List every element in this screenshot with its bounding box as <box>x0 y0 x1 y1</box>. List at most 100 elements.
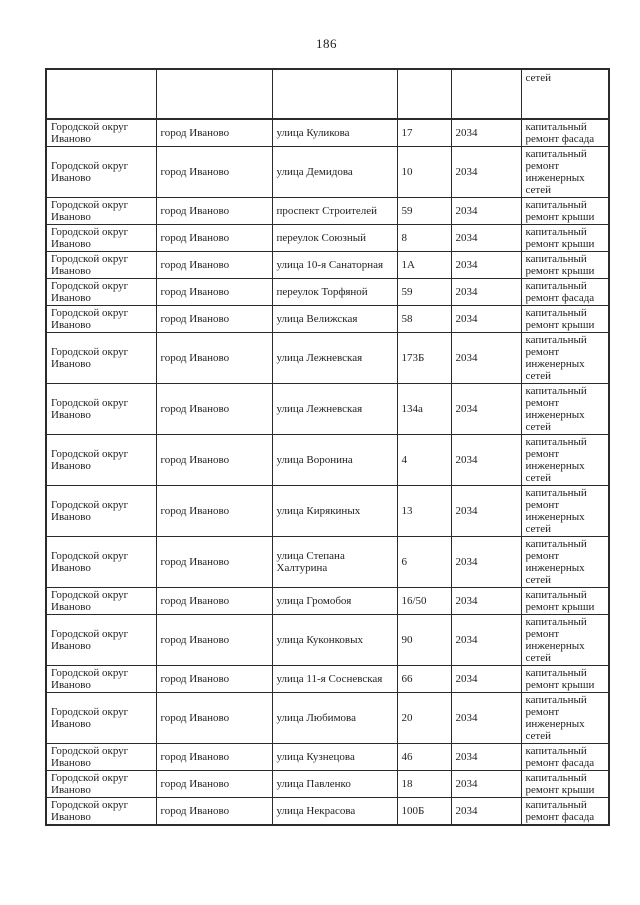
cell-work-type: капитальный ремонт инженерных сетей <box>520 434 610 486</box>
cell-street: улица Громобоя <box>271 587 398 615</box>
cell-year: 2034 <box>450 665 522 693</box>
cell-settlement: город Иваново <box>155 383 273 435</box>
table-row: Городской округ Иваново город Иваново ул… <box>45 692 610 744</box>
table-row: Городской округ Иваново город Иваново ул… <box>45 146 610 198</box>
cell-house-number: 13 <box>396 485 452 537</box>
cell-settlement: город Иваново <box>155 587 273 615</box>
cell-work-type: сетей <box>520 68 610 120</box>
table-row: Городской округ Иваново город Иваново пе… <box>45 278 610 306</box>
cell-year: 2034 <box>450 332 522 384</box>
cell-work-type: капитальный ремонт инженерных сетей <box>520 536 610 588</box>
cell-municipality: Городской округ Иваново <box>45 383 157 435</box>
cell-house-number: 18 <box>396 770 452 798</box>
cell-house-number: 100Б <box>396 797 452 826</box>
cell-work-type: капитальный ремонт крыши <box>520 224 610 252</box>
cell-work-type: капитальный ремонт инженерных сетей <box>520 692 610 744</box>
cell-settlement: город Иваново <box>155 146 273 198</box>
cell-house-number: 8 <box>396 224 452 252</box>
cell-year: 2034 <box>450 383 522 435</box>
cell-municipality: Городской округ Иваново <box>45 692 157 744</box>
cell-work-type: капитальный ремонт фасада <box>520 743 610 771</box>
table-row: Городской округ Иваново город Иваново ул… <box>45 797 610 826</box>
cell-house-number: 17 <box>396 118 452 147</box>
cell-street: улица Степана Халтурина <box>271 536 398 588</box>
cell-settlement: город Иваново <box>155 278 273 306</box>
cell-work-type: капитальный ремонт инженерных сетей <box>520 332 610 384</box>
cell-year: 2034 <box>450 224 522 252</box>
cell-year: 2034 <box>450 614 522 666</box>
cell-house-number: 59 <box>396 197 452 225</box>
cell-work-type: капитальный ремонт крыши <box>520 587 610 615</box>
cell-settlement: город Иваново <box>155 614 273 666</box>
cell-work-type: капитальный ремонт инженерных сетей <box>520 146 610 198</box>
cell-year: 2034 <box>450 770 522 798</box>
cell-settlement <box>155 68 273 120</box>
cell-street: улица Любимова <box>271 692 398 744</box>
cell-municipality: Городской округ Иваново <box>45 665 157 693</box>
cell-house-number: 4 <box>396 434 452 486</box>
cell-street: улица 11-я Сосневская <box>271 665 398 693</box>
cell-municipality: Городской округ Иваново <box>45 536 157 588</box>
cell-house-number: 90 <box>396 614 452 666</box>
cell-street: улица Велижская <box>271 305 398 333</box>
cell-municipality: Городской округ Иваново <box>45 118 157 147</box>
cell-settlement: город Иваново <box>155 692 273 744</box>
table-row: Городской округ Иваново город Иваново ул… <box>45 614 610 666</box>
table-row: Городской округ Иваново город Иваново ул… <box>45 383 610 435</box>
cell-municipality: Городской округ Иваново <box>45 743 157 771</box>
cell-house-number: 20 <box>396 692 452 744</box>
cell-house-number: 46 <box>396 743 452 771</box>
cell-municipality: Городской округ Иваново <box>45 197 157 225</box>
cell-settlement: город Иваново <box>155 770 273 798</box>
cell-settlement: город Иваново <box>155 118 273 147</box>
cell-house-number: 59 <box>396 278 452 306</box>
table-row: Городской округ Иваново город Иваново пе… <box>45 224 610 252</box>
cell-street: улица Лежневская <box>271 383 398 435</box>
cell-street <box>271 68 398 120</box>
cell-street: улица Некрасова <box>271 797 398 826</box>
cell-street: улица Воронина <box>271 434 398 486</box>
cell-work-type: капитальный ремонт фасада <box>520 797 610 826</box>
cell-year: 2034 <box>450 743 522 771</box>
cell-year: 2034 <box>450 251 522 279</box>
cell-street: улица Демидова <box>271 146 398 198</box>
cell-work-type: капитальный ремонт инженерных сетей <box>520 485 610 537</box>
cell-house-number: 1А <box>396 251 452 279</box>
cell-settlement: город Иваново <box>155 251 273 279</box>
table-row: Городской округ Иваново город Иваново ул… <box>45 485 610 537</box>
table-row: Городской округ Иваново город Иваново ул… <box>45 305 610 333</box>
cell-work-type: капитальный ремонт крыши <box>520 251 610 279</box>
table-row: Городской округ Иваново город Иваново пр… <box>45 197 610 225</box>
cell-house-number: 6 <box>396 536 452 588</box>
table-row-continuation: сетей <box>45 68 610 120</box>
cell-work-type: капитальный ремонт инженерных сетей <box>520 614 610 666</box>
cell-municipality: Городской округ Иваново <box>45 587 157 615</box>
cell-year: 2034 <box>450 485 522 537</box>
cell-settlement: город Иваново <box>155 797 273 826</box>
cell-municipality: Городской округ Иваново <box>45 434 157 486</box>
cell-house-number: 66 <box>396 665 452 693</box>
cell-year: 2034 <box>450 118 522 147</box>
cell-settlement: город Иваново <box>155 305 273 333</box>
cell-settlement: город Иваново <box>155 665 273 693</box>
cell-municipality: Городской округ Иваново <box>45 332 157 384</box>
cell-settlement: город Иваново <box>155 485 273 537</box>
cell-street: улица Кузнецова <box>271 743 398 771</box>
cell-house-number <box>396 68 452 120</box>
table-row: Городской округ Иваново город Иваново ул… <box>45 332 610 384</box>
cell-work-type: капитальный ремонт фасада <box>520 278 610 306</box>
cell-municipality: Городской округ Иваново <box>45 614 157 666</box>
cell-year: 2034 <box>450 146 522 198</box>
cell-street: переулок Союзный <box>271 224 398 252</box>
cell-street: переулок Торфяной <box>271 278 398 306</box>
cell-year: 2034 <box>450 536 522 588</box>
cell-settlement: город Иваново <box>155 536 273 588</box>
cell-municipality: Городской округ Иваново <box>45 485 157 537</box>
cell-settlement: город Иваново <box>155 434 273 486</box>
table-row: Городской округ Иваново город Иваново ул… <box>45 587 610 615</box>
cell-house-number: 134а <box>396 383 452 435</box>
cell-house-number: 173Б <box>396 332 452 384</box>
cell-street: улица Куконковых <box>271 614 398 666</box>
cell-settlement: город Иваново <box>155 743 273 771</box>
